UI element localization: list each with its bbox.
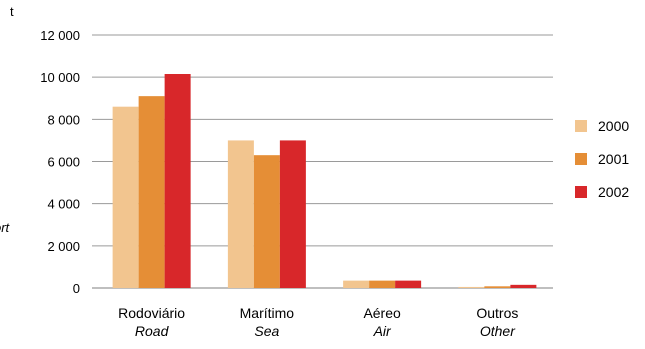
x-tick-labels: Rodoviário Road Marítimo Sea Aéreo Air Outros O… xyxy=(118,305,518,339)
bar xyxy=(227,140,254,288)
x-tick-label: Marítimo xyxy=(240,305,295,321)
x-tick-label-en: Air xyxy=(373,323,392,339)
bar xyxy=(395,280,422,288)
legend-label: 2001 xyxy=(598,151,629,167)
bar xyxy=(112,106,139,288)
y-tick-label: 10 000 xyxy=(40,70,80,85)
y-tick-label: 6 000 xyxy=(47,155,80,170)
legend-swatch xyxy=(575,186,587,198)
bar xyxy=(253,155,280,288)
x-tick-label-en: Other xyxy=(480,323,516,339)
x-tick-label: Outros xyxy=(476,305,518,321)
x-tick-label-en: Sea xyxy=(254,323,279,339)
x-tick-label-en: Road xyxy=(135,323,170,339)
legend-label: 2002 xyxy=(598,184,629,200)
bar xyxy=(343,280,370,288)
bar xyxy=(138,96,165,289)
bar xyxy=(164,74,191,288)
legend-swatch xyxy=(575,120,587,132)
legend: 2000 2001 2002 xyxy=(575,118,629,200)
y-axis-unit: t xyxy=(10,4,14,19)
y-tick-label: 0 xyxy=(73,281,80,296)
y-tick-label: 8 000 xyxy=(47,112,80,127)
y-tick-label: 2 000 xyxy=(47,239,80,254)
bar xyxy=(484,286,511,288)
bar xyxy=(279,140,306,288)
bar xyxy=(510,284,537,288)
y-tick-labels: 0 2 000 4 000 6 000 8 000 10 000 12 000 xyxy=(40,28,80,296)
side-label-fragment: ort xyxy=(0,220,11,235)
y-tick-label: 12 000 xyxy=(40,28,80,43)
y-tick-label: 4 000 xyxy=(47,197,80,212)
bars xyxy=(112,74,537,289)
bar xyxy=(458,286,485,288)
axes: t ort xyxy=(0,4,14,235)
x-tick-label: Aéreo xyxy=(363,305,401,321)
bar xyxy=(369,280,396,288)
legend-label: 2000 xyxy=(598,118,629,134)
x-tick-label: Rodoviário xyxy=(118,305,185,321)
legend-swatch xyxy=(575,153,587,165)
